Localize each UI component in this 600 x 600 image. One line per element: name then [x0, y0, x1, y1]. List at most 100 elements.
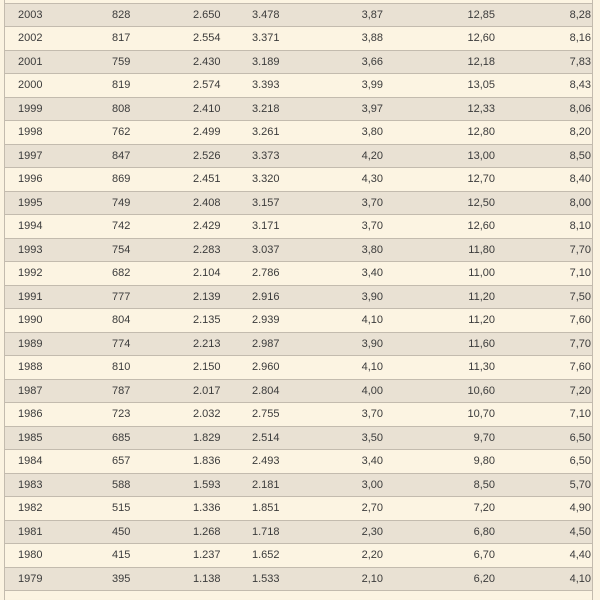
cell-value: 759 [107, 50, 188, 74]
cell-value: 515 [107, 496, 188, 521]
table-row: 1997 847 2.526 3.373 4,20 13,00 8,50 [5, 144, 592, 168]
cell-value: 4,40 [497, 543, 592, 568]
cell-value: 2.283 [188, 238, 247, 262]
cell-value: 11,20 [385, 285, 497, 309]
cell-value: 762 [107, 120, 188, 145]
cell-value: 2.526 [188, 144, 247, 168]
cell-value: 2.032 [188, 402, 247, 427]
cell-value: 847 [107, 144, 188, 168]
cell-value: 682 [107, 261, 188, 286]
cell-value: 1.718 [247, 520, 340, 544]
cell-year: 2000 [5, 73, 107, 98]
cell-year: 1979 [5, 567, 107, 591]
cell-value: 787 [107, 379, 188, 403]
table-row: 1986 723 2.032 2.755 3,70 10,70 7,10 [5, 402, 592, 427]
cell-value: 817 [107, 26, 188, 51]
cell-year: 1990 [5, 308, 107, 333]
cell-value: 8,50 [385, 473, 497, 497]
cell-value: 2.181 [247, 473, 340, 497]
cell-value: 2.430 [188, 50, 247, 74]
cell-value: 3.171 [247, 214, 340, 239]
cell-value: 742 [107, 214, 188, 239]
cell-value: 8,43 [497, 73, 592, 98]
table-row: 1984 657 1.836 2.493 3,40 9,80 6,50 [5, 449, 592, 474]
table-row: 1981 450 1.268 1.718 2,30 6,80 4,50 [5, 520, 592, 544]
cell-value: 4,20 [340, 144, 385, 168]
cell-value: 6,50 [497, 426, 592, 450]
cell-value: 12,18 [385, 50, 497, 74]
cell-value: 11,00 [385, 261, 497, 286]
cell-value: 3,00 [340, 473, 385, 497]
table-row: 1980 415 1.237 1.652 2,20 6,70 4,40 [5, 543, 592, 568]
cell-value: 1.336 [188, 496, 247, 521]
cell-value: 3.157 [247, 191, 340, 215]
cell-value: 12,80 [385, 120, 497, 145]
cell-year: 1982 [5, 496, 107, 521]
cell-value: 11,80 [385, 238, 497, 262]
table-row: 1991 777 2.139 2.916 3,90 11,20 7,50 [5, 285, 592, 309]
cell-year: 1991 [5, 285, 107, 309]
cell-value: 6,50 [497, 449, 592, 474]
cell-value: 11,30 [385, 355, 497, 380]
cell-value: 3,97 [340, 97, 385, 121]
partial-row-bottom-cell [5, 590, 592, 599]
cell-value: 3.189 [247, 50, 340, 74]
cell-value: 804 [107, 308, 188, 333]
cell-value: 1.237 [188, 543, 247, 568]
table-row: 2003 828 2.650 3.478 3,87 12,85 8,28 [5, 3, 592, 27]
partial-row-top-cell [5, 0, 592, 4]
cell-value: 3,50 [340, 426, 385, 450]
cell-year: 1998 [5, 120, 107, 145]
cell-year: 2002 [5, 26, 107, 51]
cell-value: 4,10 [340, 308, 385, 333]
cell-value: 3,80 [340, 238, 385, 262]
cell-year: 2003 [5, 3, 107, 27]
cell-value: 7,10 [497, 261, 592, 286]
cell-value: 754 [107, 238, 188, 262]
cell-value: 2.213 [188, 332, 247, 356]
cell-value: 1.829 [188, 426, 247, 450]
partial-row-top-group [5, 0, 592, 4]
cell-year: 1981 [5, 520, 107, 544]
cell-value: 415 [107, 543, 188, 568]
cell-value: 2,10 [340, 567, 385, 591]
cell-year: 1988 [5, 355, 107, 380]
cell-value: 2,20 [340, 543, 385, 568]
statistics-table-frame: 2003 828 2.650 3.478 3,87 12,85 8,28 2002 817 2.5… [4, 0, 593, 600]
table-row: 1987 787 2.017 2.804 4,00 10,60 7,20 [5, 379, 592, 403]
cell-value: 13,00 [385, 144, 497, 168]
cell-value: 8,50 [497, 144, 592, 168]
cell-value: 749 [107, 191, 188, 215]
cell-value: 657 [107, 449, 188, 474]
cell-value: 2.451 [188, 167, 247, 192]
cell-year: 1980 [5, 543, 107, 568]
cell-value: 3,66 [340, 50, 385, 74]
cell-value: 6,70 [385, 543, 497, 568]
table-row: 1995 749 2.408 3.157 3,70 12,50 8,00 [5, 191, 592, 215]
cell-value: 4,10 [340, 355, 385, 380]
cell-value: 3,80 [340, 120, 385, 145]
cell-value: 12,50 [385, 191, 497, 215]
table-row: 1996 869 2.451 3.320 4,30 12,70 8,40 [5, 167, 592, 192]
cell-value: 685 [107, 426, 188, 450]
cell-value: 8,20 [497, 120, 592, 145]
cell-value: 7,60 [497, 308, 592, 333]
cell-value: 6,20 [385, 567, 497, 591]
cell-value: 1.138 [188, 567, 247, 591]
cell-value: 3,99 [340, 73, 385, 98]
cell-value: 819 [107, 73, 188, 98]
statistics-table: 2003 828 2.650 3.478 3,87 12,85 8,28 2002 817 2.5… [5, 0, 592, 599]
cell-value: 11,20 [385, 308, 497, 333]
cell-year: 1999 [5, 97, 107, 121]
cell-year: 1986 [5, 402, 107, 427]
cell-value: 7,20 [385, 496, 497, 521]
cell-value: 7,83 [497, 50, 592, 74]
cell-value: 395 [107, 567, 188, 591]
cell-value: 3.218 [247, 97, 340, 121]
cell-value: 4,30 [340, 167, 385, 192]
cell-year: 1994 [5, 214, 107, 239]
cell-year: 1997 [5, 144, 107, 168]
cell-value: 5,70 [497, 473, 592, 497]
cell-value: 12,60 [385, 26, 497, 51]
cell-value: 10,70 [385, 402, 497, 427]
